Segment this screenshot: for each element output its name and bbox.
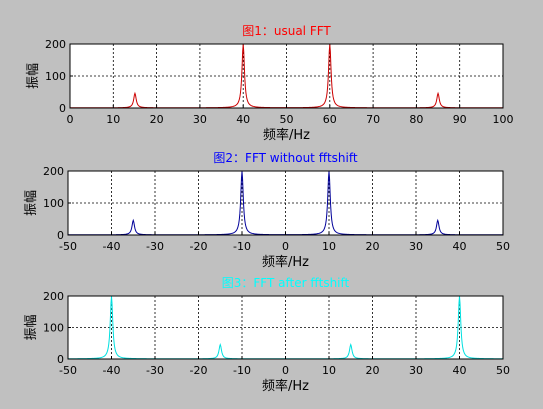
chart-title: 图3：FFT after fftshift [222,276,350,290]
x-tick-label: 100 [493,113,514,126]
x-tick-label: 70 [366,113,380,126]
x-axis-label: 频率/Hz [262,254,309,270]
x-tick-label: 80 [409,113,423,126]
x-tick-label: -30 [146,240,164,253]
x-tick-label: -40 [103,364,121,377]
x-tick-label: -10 [233,364,251,377]
y-tick-label: 0 [57,229,64,242]
chart-title: 图2：FFT without fftshift [213,151,357,165]
y-axis-label: 振幅 [24,314,39,340]
x-tick-label: 30 [409,364,423,377]
y-tick-label: 0 [57,353,64,366]
x-tick-label: 40 [453,364,467,377]
y-tick-label: 100 [45,70,66,83]
x-tick-label: -40 [103,240,121,253]
x-tick-label: 0 [282,364,289,377]
y-tick-label: 100 [43,197,64,210]
y-tick-label: 200 [45,38,66,51]
x-tick-label: 60 [323,113,337,126]
x-tick-label: 20 [366,364,380,377]
x-tick-label: 20 [150,113,164,126]
x-axis-label: 频率/Hz [262,378,309,394]
x-tick-label: 30 [193,113,207,126]
x-tick-label: -10 [233,240,251,253]
y-tick-label: 200 [43,290,64,303]
x-axis-label: 频率/Hz [263,127,310,143]
subplot-3: -50 -40 -30 -20 -10 0 10 20 30 40 50 0 100 200 图3：FFT … [24,276,510,394]
x-tick-label: 50 [496,240,510,253]
x-tick-label: 20 [366,240,380,253]
y-tick-label: 100 [43,322,64,335]
subplot-1: 0 10 20 30 40 50 60 70 80 90 100 0 100 200 图1：usual FF… [26,24,514,143]
subplot-2: -50 -40 -30 -20 -10 0 10 20 30 40 50 0 100 200 图2：FFT … [24,151,510,270]
x-tick-label: 50 [496,364,510,377]
x-tick-label: -50 [59,240,77,253]
x-tick-label: 10 [322,240,336,253]
x-tick-label: -20 [190,364,208,377]
x-tick-label: 0 [67,113,74,126]
y-axis-label: 振幅 [24,190,39,216]
x-tick-label: 90 [453,113,467,126]
y-tick-label: 200 [43,165,64,178]
x-tick-label: -50 [59,364,77,377]
x-tick-label: 0 [282,240,289,253]
x-tick-label: 40 [236,113,250,126]
x-tick-label: 50 [280,113,294,126]
x-tick-label: 40 [453,240,467,253]
chart-title: 图1：usual FFT [242,24,331,38]
x-tick-label: -30 [146,364,164,377]
y-tick-label: 0 [59,102,66,115]
x-tick-label: -20 [190,240,208,253]
x-tick-label: 30 [409,240,423,253]
x-tick-label: 10 [106,113,120,126]
x-tick-label: 10 [322,364,336,377]
y-axis-label: 振幅 [26,63,41,89]
